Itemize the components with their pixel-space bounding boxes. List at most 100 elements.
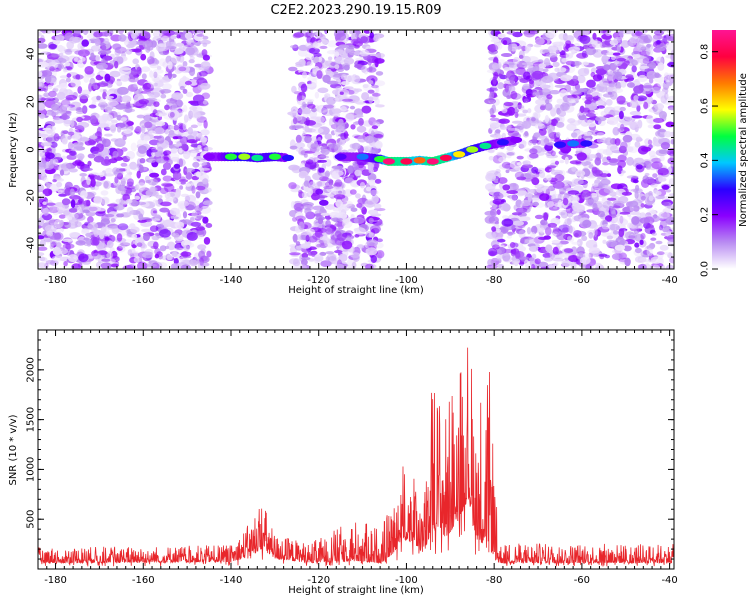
noise-blob xyxy=(300,243,311,249)
noise-blob xyxy=(585,239,598,249)
noise-blob xyxy=(565,35,574,41)
noise-blob xyxy=(580,119,590,127)
noise-blob xyxy=(125,164,131,174)
noise-blob xyxy=(295,241,301,246)
noise-blob xyxy=(51,53,60,58)
noise-blob xyxy=(496,209,501,216)
noise-blob xyxy=(179,85,185,91)
noise-blob xyxy=(115,198,122,203)
noise-blob xyxy=(108,225,120,229)
noise-blob xyxy=(597,226,610,233)
noise-blob xyxy=(95,207,106,212)
noise-blob xyxy=(165,197,177,202)
noise-blob xyxy=(665,42,674,51)
noise-blob xyxy=(81,39,89,47)
y-tick-label: 500 xyxy=(26,510,37,529)
colorbar-tick-label: 0.0 xyxy=(700,261,711,277)
noise-blob xyxy=(326,253,337,261)
noise-blob xyxy=(556,121,565,128)
noise-blob xyxy=(132,165,140,171)
noise-blob xyxy=(518,229,526,239)
noise-blob xyxy=(660,95,667,104)
noise-blob xyxy=(507,106,516,116)
noise-blob xyxy=(652,264,660,269)
noise-blob xyxy=(530,176,539,184)
noise-blob xyxy=(38,162,47,170)
noise-blob xyxy=(628,121,641,128)
noise-blob xyxy=(301,252,309,259)
noise-blob xyxy=(343,64,350,71)
noise-blob xyxy=(185,172,193,180)
noise-blob xyxy=(332,49,345,55)
noise-blob xyxy=(320,206,325,213)
noise-blob xyxy=(167,61,173,70)
noise-blob xyxy=(42,201,47,205)
noise-blob xyxy=(158,113,163,117)
noise-blob xyxy=(178,147,183,154)
noise-blob xyxy=(611,55,616,61)
noise-blob xyxy=(203,146,213,151)
noise-blob xyxy=(554,160,560,165)
noise-blob xyxy=(315,30,321,38)
noise-blob xyxy=(162,61,169,68)
noise-blob xyxy=(92,252,102,260)
noise-blob xyxy=(59,82,68,89)
noise-blob xyxy=(197,144,202,149)
noise-blob xyxy=(96,82,109,87)
noise-blob xyxy=(200,255,208,262)
noise-blob xyxy=(546,142,555,146)
noise-blob xyxy=(172,232,180,238)
noise-blob xyxy=(126,150,136,160)
noise-blob xyxy=(322,74,331,83)
noise-blob xyxy=(292,125,304,129)
noise-blob xyxy=(648,195,654,202)
noise-blob xyxy=(296,92,303,102)
noise-blob xyxy=(126,206,134,216)
noise-blob xyxy=(315,180,326,187)
noise-blob xyxy=(365,186,372,192)
noise-blob xyxy=(635,31,643,36)
noise-blob xyxy=(664,131,672,138)
signal-point xyxy=(238,153,251,160)
noise-blob xyxy=(634,247,642,254)
noise-blob xyxy=(114,46,127,54)
noise-blob xyxy=(110,124,117,133)
noise-blob xyxy=(317,87,329,94)
noise-blob xyxy=(147,178,159,186)
noise-blob xyxy=(143,135,151,142)
noise-blob xyxy=(107,203,118,207)
signal-point xyxy=(203,153,216,160)
noise-blob xyxy=(524,45,532,52)
noise-blob xyxy=(310,143,318,150)
noise-blob xyxy=(170,263,180,269)
noise-blob xyxy=(52,87,59,93)
noise-blob xyxy=(78,198,83,204)
noise-blob xyxy=(70,101,82,108)
noise-blob xyxy=(547,222,558,228)
noise-blob xyxy=(367,58,372,66)
noise-blob xyxy=(177,200,190,207)
noise-blob xyxy=(638,257,646,262)
noise-blob xyxy=(593,228,598,237)
noise-blob xyxy=(602,201,614,209)
noise-blob xyxy=(332,74,343,78)
noise-blob xyxy=(492,76,497,85)
noise-blob xyxy=(505,169,510,174)
noise-blob xyxy=(152,218,161,222)
noise-blob xyxy=(658,224,664,231)
noise-blob xyxy=(616,44,622,52)
noise-blob xyxy=(489,107,495,116)
noise-blob xyxy=(181,219,192,225)
noise-blob xyxy=(334,250,343,254)
noise-blob xyxy=(105,95,114,99)
noise-blob xyxy=(541,75,554,84)
noise-blob xyxy=(566,217,572,226)
noise-blob xyxy=(40,142,53,147)
noise-blob xyxy=(532,91,540,97)
noise-blob xyxy=(487,259,493,267)
y-tick-label: 1500 xyxy=(26,407,37,432)
noise-blob xyxy=(501,218,514,227)
noise-blob xyxy=(134,195,141,200)
noise-blob xyxy=(342,98,353,102)
noise-blob xyxy=(156,135,165,144)
